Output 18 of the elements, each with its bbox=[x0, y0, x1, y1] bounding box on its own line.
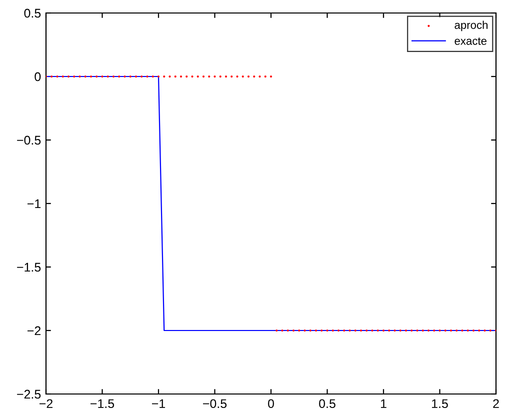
x-tick-label: −1 bbox=[152, 399, 166, 408]
x-tick-label: 0.5 bbox=[319, 399, 336, 408]
x-tick-label: −0.5 bbox=[203, 399, 227, 408]
x-tick-label: −2 bbox=[39, 399, 52, 408]
x-tick-label: 1 bbox=[380, 399, 386, 408]
y-tick-label: −2 bbox=[28, 326, 41, 336]
x-tick-label: 1.5 bbox=[432, 399, 448, 408]
x-tick-label: 0 bbox=[268, 399, 274, 408]
y-tick-label: −0.5 bbox=[17, 136, 41, 145]
legend-label: exacte bbox=[454, 38, 486, 45]
y-tick-label: 0.5 bbox=[24, 8, 41, 18]
x-tick-label: 2 bbox=[493, 399, 499, 408]
x-tick-label: −1.5 bbox=[90, 399, 114, 408]
y-tick-label: −2.5 bbox=[17, 390, 41, 399]
y-tick-label: −1 bbox=[28, 199, 41, 208]
legend-label: aproch bbox=[454, 20, 488, 32]
y-tick-label: −1.5 bbox=[17, 262, 41, 272]
y-tick-label: 0 bbox=[34, 72, 41, 82]
